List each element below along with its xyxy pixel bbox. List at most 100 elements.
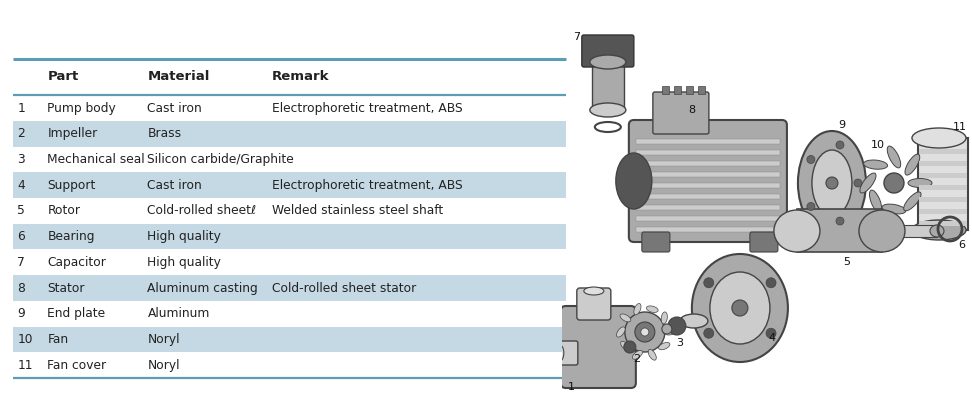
Text: 6: 6 [958,240,965,250]
Bar [662,86,669,94]
Text: Silicon carbide/Graphite: Silicon carbide/Graphite [148,153,295,166]
Ellipse shape [860,173,876,193]
Ellipse shape [836,217,844,225]
Ellipse shape [766,278,776,288]
Text: Fan cover: Fan cover [48,359,107,372]
Text: 11: 11 [953,122,967,132]
Text: High quality: High quality [148,230,222,243]
Bar [636,183,780,188]
Bar [592,62,624,110]
Text: Cast iron: Cast iron [148,179,202,192]
FancyBboxPatch shape [558,341,577,365]
Ellipse shape [905,154,920,175]
Text: 8: 8 [688,105,695,115]
Bar [919,221,967,226]
Ellipse shape [704,328,713,338]
Bar [636,205,780,210]
Text: 10: 10 [871,140,885,150]
Ellipse shape [646,306,658,312]
Ellipse shape [826,177,838,189]
Bar [636,172,780,177]
Text: Impeller: Impeller [48,127,97,140]
Text: Electrophoretic treatment, ABS: Electrophoretic treatment, ABS [272,102,463,115]
Text: Rotor: Rotor [48,205,81,217]
Bar [13,275,566,301]
Text: Noryl: Noryl [148,333,180,346]
Text: Bearing: Bearing [48,230,95,243]
Ellipse shape [659,343,670,350]
Bar [919,185,967,190]
Ellipse shape [930,225,944,237]
Ellipse shape [661,312,668,324]
Text: High quality: High quality [148,256,222,269]
Ellipse shape [635,322,655,342]
Bar [636,150,780,155]
Ellipse shape [836,141,844,149]
Ellipse shape [807,156,815,164]
Text: Brass: Brass [148,127,182,140]
FancyBboxPatch shape [653,92,709,134]
Ellipse shape [859,210,905,252]
Text: Cold-rolled sheetℓ: Cold-rolled sheetℓ [148,205,257,217]
Text: Aluminum: Aluminum [148,307,210,320]
Text: End plate: End plate [48,307,106,320]
Bar [698,86,705,94]
Bar [919,209,967,214]
Ellipse shape [663,329,675,335]
Ellipse shape [904,192,921,211]
Bar [13,173,566,198]
Text: Pump body: Pump body [48,102,117,115]
Text: Material: Material [148,70,210,83]
FancyBboxPatch shape [750,232,778,252]
Bar [13,326,566,352]
Ellipse shape [590,103,626,117]
Ellipse shape [908,179,932,188]
Bar [686,86,693,94]
Bar [13,224,566,249]
Ellipse shape [863,160,887,169]
Text: 9: 9 [839,120,846,130]
Ellipse shape [912,128,966,148]
Text: Remark: Remark [272,70,330,83]
Text: Mechanical seal: Mechanical seal [48,153,145,166]
Ellipse shape [710,272,770,344]
Bar [882,225,937,237]
Bar [918,138,968,230]
Text: Aluminum casting: Aluminum casting [148,281,259,294]
Text: 9: 9 [17,307,25,320]
Ellipse shape [766,328,776,338]
Ellipse shape [616,327,625,337]
Ellipse shape [624,341,636,353]
Ellipse shape [590,55,626,69]
Text: 4: 4 [17,179,25,192]
Ellipse shape [854,179,862,187]
Text: 1: 1 [569,382,575,392]
Bar [919,173,967,178]
Ellipse shape [870,190,882,213]
Bar [919,197,967,202]
Ellipse shape [625,312,665,352]
Text: 11: 11 [17,359,33,372]
Text: Noryl: Noryl [148,359,180,372]
Bar [919,161,967,166]
Text: Cast iron: Cast iron [148,102,202,115]
Ellipse shape [887,146,901,168]
Text: Part: Part [48,70,79,83]
Text: 3: 3 [17,153,25,166]
Text: Welded stainless steel shaft: Welded stainless steel shaft [272,205,443,217]
Ellipse shape [679,314,708,328]
Text: Stator: Stator [48,281,85,294]
Ellipse shape [634,303,641,315]
Text: 10: 10 [17,333,33,346]
Ellipse shape [884,173,904,193]
Ellipse shape [556,345,564,361]
Ellipse shape [774,210,820,252]
Ellipse shape [798,131,866,235]
Ellipse shape [620,314,631,322]
Bar [636,227,780,232]
Text: 4: 4 [768,333,776,343]
Text: Capacitor: Capacitor [48,256,106,269]
Ellipse shape [704,278,713,288]
FancyBboxPatch shape [561,306,636,388]
Ellipse shape [584,287,604,295]
